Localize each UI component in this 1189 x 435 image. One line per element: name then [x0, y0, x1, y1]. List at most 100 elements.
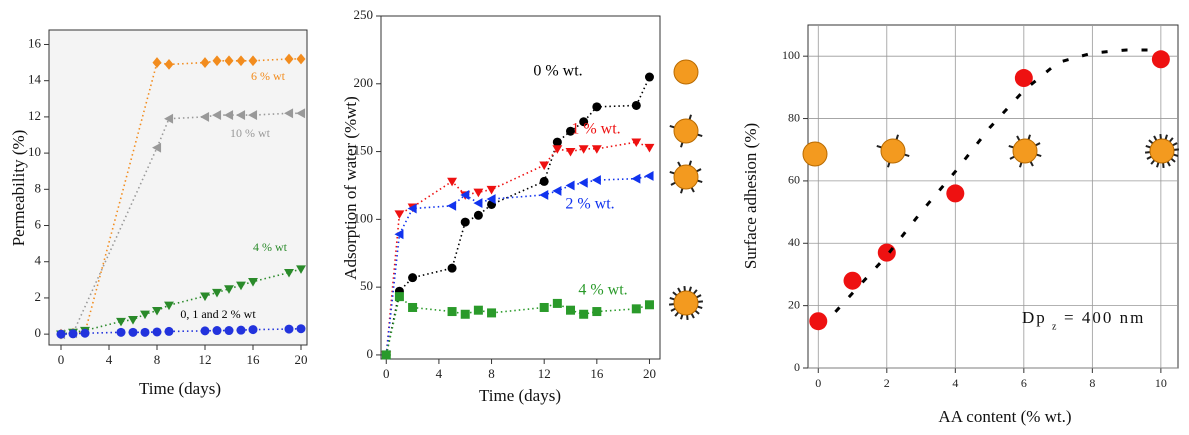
marker [296, 324, 306, 334]
y-tick-label: 16 [28, 35, 42, 50]
y-axis-label: Adsorption of water (%wt) [341, 96, 360, 280]
particle-spike [670, 307, 676, 312]
particle-spike [1173, 153, 1179, 157]
marker [877, 243, 896, 262]
marker [566, 305, 576, 315]
y-tick-label: 50 [360, 278, 373, 293]
series-label: 6 % wt [251, 69, 286, 83]
series-label: 2 % wt. [565, 196, 614, 213]
plot-area [380, 15, 661, 360]
marker [644, 171, 654, 181]
marker [579, 309, 589, 319]
x-tick-label: 12 [538, 366, 551, 381]
marker [164, 301, 174, 311]
marker [644, 300, 654, 310]
particle-spike [895, 134, 899, 140]
marker [539, 161, 550, 171]
particle-spike [677, 161, 682, 167]
marker [296, 265, 306, 274]
particle-spike [696, 294, 702, 299]
marker [566, 126, 576, 136]
marker [116, 317, 126, 327]
particle-spike [680, 314, 684, 320]
y-axis-label: Permeability (%) [9, 130, 28, 247]
particle-spike [688, 114, 692, 120]
particle-spike [1156, 162, 1160, 168]
x-tick-label: 8 [1089, 376, 1095, 390]
annotation: = 400 nm [1064, 308, 1145, 327]
marker [152, 142, 162, 153]
particle-spike [1168, 137, 1174, 143]
particle [673, 290, 699, 316]
marker [460, 217, 470, 227]
marker [152, 57, 162, 68]
y-tick-label: 12 [28, 108, 41, 123]
y-tick-label: 40 [788, 235, 800, 249]
marker [164, 326, 174, 336]
marker [591, 175, 601, 185]
particle [802, 141, 828, 167]
marker [236, 281, 246, 291]
particle-spike [690, 187, 695, 193]
marker [539, 176, 549, 186]
series-line [60, 268, 302, 335]
marker [408, 302, 418, 312]
y-tick-label: 100 [782, 48, 800, 62]
particle-spike [688, 286, 692, 292]
series-label: 10 % wt [230, 126, 271, 140]
y-tick-label: 0 [35, 325, 42, 340]
marker [473, 198, 483, 209]
marker [447, 263, 457, 273]
y-tick-label: 250 [354, 7, 374, 22]
marker [843, 271, 862, 290]
particle-spike [1150, 159, 1156, 165]
marker [552, 185, 562, 196]
series-label: 4 % wt. [578, 282, 627, 299]
annotation: Dp [1022, 308, 1047, 327]
particle-spike [670, 181, 676, 186]
x-axis-label: AA content (% wt.) [938, 407, 1071, 426]
x-axis-label: Time (days) [479, 386, 561, 405]
marker [644, 72, 654, 82]
marker [248, 278, 258, 287]
y-tick-label: 60 [788, 173, 800, 187]
y-tick-label: 100 [354, 210, 374, 225]
marker [579, 117, 589, 127]
marker [644, 143, 655, 153]
marker [408, 273, 418, 283]
marker [128, 316, 138, 325]
marker [80, 328, 90, 338]
marker [631, 138, 642, 148]
marker [200, 111, 210, 122]
series-line [60, 112, 301, 335]
marker [394, 229, 404, 240]
particle-spike [887, 162, 891, 168]
x-tick-label: 0 [58, 352, 65, 367]
particle-spike [1036, 153, 1042, 157]
x-tick-label: 8 [154, 352, 161, 367]
particle-spike [694, 309, 700, 315]
y-tick-label: 2 [35, 289, 42, 304]
marker [212, 326, 222, 336]
particle [673, 164, 699, 190]
marker [212, 288, 222, 298]
marker [248, 55, 258, 67]
marker [809, 312, 828, 331]
marker [539, 190, 549, 200]
particle [1012, 138, 1038, 164]
marker [487, 308, 497, 318]
particle-spike [1019, 162, 1023, 168]
particle-spike [669, 297, 675, 301]
y-tick-label: 0 [367, 346, 374, 361]
x-tick-label: 16 [247, 352, 261, 367]
particle-icon [668, 285, 704, 321]
particle-spike [1035, 142, 1041, 147]
marker [578, 145, 589, 154]
marker [140, 327, 150, 337]
particle-icon [669, 160, 703, 194]
particle-spike [904, 153, 910, 157]
x-axis-label: Time (days) [139, 379, 221, 398]
y-tick-label: 0 [794, 360, 800, 374]
marker [565, 147, 576, 157]
marker [631, 304, 641, 314]
